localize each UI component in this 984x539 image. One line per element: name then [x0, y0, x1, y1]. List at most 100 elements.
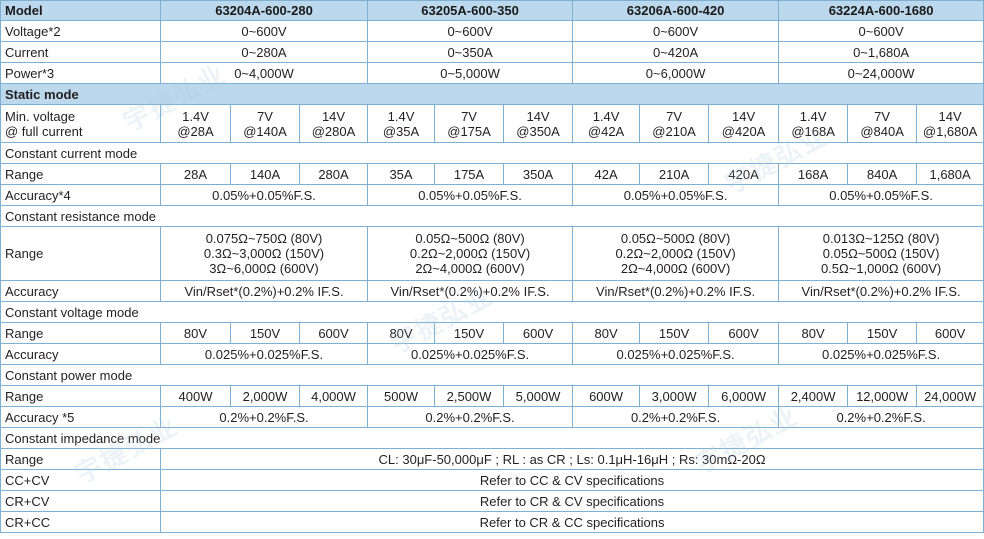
range-cell: 400W — [160, 385, 231, 407]
min-voltage-cell: 1.4V @28A — [160, 104, 231, 143]
model-name: 63205A-600-350 — [367, 0, 574, 21]
min-voltage-cell: 7V @140A — [230, 104, 300, 143]
range-cell: 500W — [367, 385, 436, 407]
combo-value: Refer to CR & CC specifications — [159, 511, 984, 533]
range-cell: 42A — [572, 163, 641, 185]
min-voltage-cell: 7V @210A — [639, 104, 710, 143]
model-name: 63224A-600-1680 — [778, 0, 984, 21]
current-value: 0~280A — [159, 41, 369, 63]
row-label: CR+CC — [0, 511, 161, 533]
cr-range-cell: 0.05Ω~500Ω (80V) 0.2Ω~2,000Ω (150V) 2Ω~4,0… — [367, 226, 574, 281]
voltage-value: 0~600V — [778, 20, 984, 42]
row-label: CR+CV — [0, 490, 161, 512]
row-label: Accuracy — [0, 343, 161, 365]
power-row: Power*3 0~4,000W 0~5,000W 0~6,000W 0~24,… — [0, 62, 984, 84]
model-name: 63206A-600-420 — [572, 0, 780, 21]
accuracy-cell: 0.05%+0.05%F.S. — [159, 184, 369, 206]
range-cell: 600V — [503, 322, 574, 344]
range-cell: 600V — [708, 322, 780, 344]
range-cell: 35A — [367, 163, 436, 185]
range-cell: 1,680A — [916, 163, 984, 185]
cr-cc-row: CR+CC Refer to CR & CC specifications — [0, 511, 984, 533]
accuracy-cell: 0.05%+0.05%F.S. — [572, 184, 780, 206]
cr-range-row: Range 0.075Ω~750Ω (80V) 0.3Ω~3,000Ω (150V… — [0, 226, 984, 281]
voltage-row: Voltage*2 0~600V 0~600V 0~600V 0~600V — [0, 20, 984, 42]
accuracy-cell: Vin/Rset*(0.2%)+0.2% IF.S. — [778, 280, 984, 302]
range-cell: 80V — [160, 322, 231, 344]
min-voltage-cell: 1.4V @168A — [778, 104, 849, 143]
range-cell: 28A — [160, 163, 231, 185]
range-cell: 80V — [367, 322, 436, 344]
min-voltage-cell: 14V @350A — [503, 104, 574, 143]
range-cell: 150V — [434, 322, 505, 344]
header-row: Model 63204A-600-280 63205A-600-350 6320… — [0, 0, 984, 21]
voltage-value: 0~600V — [159, 20, 369, 42]
ci-section-row: Constant impedance mode — [0, 427, 984, 449]
cc-range-row: Range 28A 140A 280A 35A 175A 350A 42A 21… — [0, 163, 984, 185]
range-cell: 210A — [639, 163, 710, 185]
range-cell: 4,000W — [298, 385, 369, 407]
min-voltage-cell: 14V @280A — [298, 104, 369, 143]
voltage-value: 0~600V — [572, 20, 780, 42]
label-line: @ full current — [5, 123, 83, 139]
cp-section-row: Constant power mode — [0, 364, 984, 386]
accuracy-cell: 0.025%+0.025%F.S. — [159, 343, 369, 365]
accuracy-cell: Vin/Rset*(0.2%)+0.2% IF.S. — [159, 280, 369, 302]
cr-cv-row: CR+CV Refer to CR & CV specifications — [0, 490, 984, 512]
cp-accuracy-row: Accuracy *5 0.2%+0.2%F.S. 0.2%+0.2%F.S. … — [0, 406, 984, 428]
accuracy-cell: 0.05%+0.05%F.S. — [778, 184, 984, 206]
section-title: Constant resistance mode — [0, 205, 984, 227]
cv-range-row: Range 80V 150V 600V 80V 150V 600V 80V 15… — [0, 322, 984, 344]
accuracy-cell: 0.025%+0.025%F.S. — [367, 343, 574, 365]
range-cell: 175A — [434, 163, 505, 185]
combo-value: Refer to CC & CV specifications — [159, 469, 984, 491]
row-label: Accuracy *5 — [0, 406, 161, 428]
range-cell: 150V — [639, 322, 710, 344]
cr-range-cell: 0.05Ω~500Ω (80V) 0.2Ω~2,000Ω (150V) 2Ω~4,0… — [572, 226, 780, 281]
accuracy-cell: 0.2%+0.2%F.S. — [572, 406, 780, 428]
row-label: Range — [0, 385, 161, 407]
range-cell: 420A — [708, 163, 780, 185]
section-title: Constant power mode — [0, 364, 984, 386]
current-value: 0~420A — [572, 41, 780, 63]
range-cell: 840A — [847, 163, 918, 185]
cc-cv-row: CC+CV Refer to CC & CV specifications — [0, 469, 984, 491]
range-cell: 24,000W — [916, 385, 984, 407]
accuracy-cell: Vin/Rset*(0.2%)+0.2% IF.S. — [572, 280, 780, 302]
cr-accuracy-row: Accuracy Vin/Rset*(0.2%)+0.2% IF.S. Vin/… — [0, 280, 984, 302]
ci-range-row: Range CL: 30μF-50,000μF ; RL : as CR ; L… — [0, 448, 984, 470]
power-value: 0~5,000W — [367, 62, 574, 84]
voltage-value: 0~600V — [367, 20, 574, 42]
range-cell: 600V — [916, 322, 984, 344]
row-label: Range — [0, 226, 161, 281]
range-cell: 168A — [778, 163, 849, 185]
range-cell: 140A — [230, 163, 300, 185]
range-cell: 150V — [847, 322, 918, 344]
row-label: Range — [0, 163, 161, 185]
power-value: 0~6,000W — [572, 62, 780, 84]
min-voltage-cell: 1.4V @42A — [572, 104, 641, 143]
section-title: Constant current mode — [0, 142, 984, 164]
accuracy-cell: 0.2%+0.2%F.S. — [367, 406, 574, 428]
row-label: Accuracy — [0, 280, 161, 302]
row-label: Voltage*2 — [0, 20, 161, 42]
range-cell: 5,000W — [503, 385, 574, 407]
min-voltage-cell: 7V @175A — [434, 104, 505, 143]
model-label: Model — [0, 0, 161, 21]
row-label: CC+CV — [0, 469, 161, 491]
section-title: Static mode — [0, 83, 984, 105]
row-label: Min. voltage @ full current — [0, 104, 161, 143]
row-label: Accuracy*4 — [0, 184, 161, 206]
row-label: Range — [0, 322, 161, 344]
power-value: 0~4,000W — [159, 62, 369, 84]
range-cell: 2,000W — [230, 385, 300, 407]
power-value: 0~24,000W — [778, 62, 984, 84]
accuracy-cell: 0.025%+0.025%F.S. — [778, 343, 984, 365]
min-voltage-cell: 1.4V @35A — [367, 104, 436, 143]
range-cell: 2,400W — [778, 385, 849, 407]
cr-range-cell: 0.075Ω~750Ω (80V) 0.3Ω~3,000Ω (150V) 3Ω~6,… — [159, 226, 369, 281]
accuracy-cell: Vin/Rset*(0.2%)+0.2% IF.S. — [367, 280, 574, 302]
model-name: 63204A-600-280 — [159, 0, 369, 21]
range-cell: 3,000W — [639, 385, 710, 407]
